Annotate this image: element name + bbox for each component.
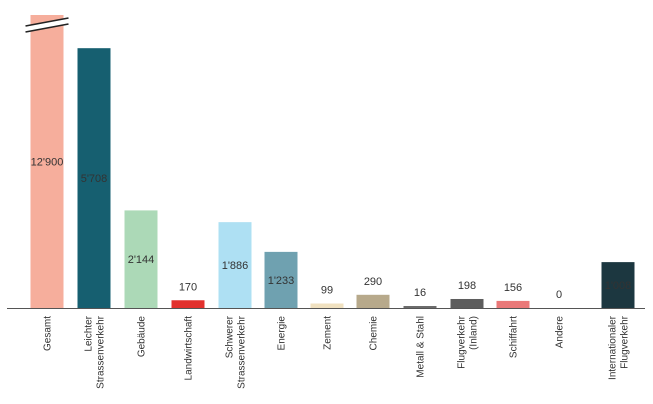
bar-7 xyxy=(356,294,390,308)
category-label-line: Zement xyxy=(323,316,334,350)
axis-break-mark xyxy=(25,17,69,33)
category-label-9: Flugverkehr(Inland) xyxy=(457,315,480,368)
category-label-line: Strassenverkehr xyxy=(96,315,107,388)
category-label-line: Schwerer xyxy=(225,315,236,358)
category-label-line: Andere xyxy=(555,316,566,349)
bar-10 xyxy=(496,300,530,308)
value-label-7: 290 xyxy=(364,276,382,288)
bars-group xyxy=(30,15,635,308)
value-label-0: 12'900 xyxy=(31,157,64,169)
value-label-1: 5'708 xyxy=(81,173,108,185)
bar-9 xyxy=(450,298,484,308)
category-label-5: Energie xyxy=(277,316,288,351)
category-label-6: Zement xyxy=(323,316,334,350)
category-label-10: Schiffahrt xyxy=(509,316,520,358)
category-label-0: Gesamt xyxy=(43,316,54,351)
break-line-bottom xyxy=(25,23,69,33)
category-label-line: Metall & Stahl xyxy=(416,316,427,378)
bar-4 xyxy=(218,222,252,308)
category-label-line: Landwirtschaft xyxy=(184,316,195,381)
bar-1 xyxy=(77,48,111,308)
bar-3 xyxy=(171,300,205,308)
category-label-7: Chemie xyxy=(369,316,380,351)
category-label-4: SchwererStrassenverkehr xyxy=(225,315,248,388)
bar-6 xyxy=(310,303,344,308)
category-label-line: Flugverkehr xyxy=(457,315,468,368)
value-label-4: 1'886 xyxy=(222,260,249,272)
category-label-line: Internationaler xyxy=(608,315,619,380)
category-label-line: (Inland) xyxy=(469,316,480,350)
category-label-line: Chemie xyxy=(369,316,380,351)
value-label-5: 1'233 xyxy=(268,275,295,287)
value-label-11: 0 xyxy=(556,289,562,301)
break-gap xyxy=(25,18,69,32)
bar-8 xyxy=(403,306,437,308)
category-label-8: Metall & Stahl xyxy=(416,316,427,378)
value-label-12: 1'008 xyxy=(605,280,632,292)
category-label-12: InternationalerFlugverkehr xyxy=(608,315,631,380)
value-label-2: 2'144 xyxy=(128,254,155,266)
bar-2 xyxy=(124,210,158,308)
bar-0 xyxy=(30,15,64,308)
category-label-line: Gesamt xyxy=(43,316,54,351)
value-labels-group: 12'900 5'708 2'144 170 1'886 1'233 99 290 16 198 1… xyxy=(31,157,632,302)
category-label-1: LeichterStrassenverkehr xyxy=(84,315,107,388)
value-label-8: 16 xyxy=(414,287,426,299)
bar-5 xyxy=(264,251,298,308)
category-label-line: Gebäude xyxy=(137,316,148,358)
category-label-11: Andere xyxy=(555,316,566,349)
value-label-10: 156 xyxy=(504,282,522,294)
category-labels-group: Gesamt LeichterStrassenverkehr Gebäude Land… xyxy=(43,315,631,388)
value-label-9: 198 xyxy=(458,280,476,292)
value-label-3: 170 xyxy=(179,281,197,293)
value-label-6: 99 xyxy=(321,284,333,296)
category-label-line: Schiffahrt xyxy=(509,316,520,358)
category-label-line: Flugverkehr xyxy=(620,315,631,368)
break-line-top xyxy=(25,17,69,27)
category-label-line: Leichter xyxy=(84,315,95,351)
category-label-line: Strassenverkehr xyxy=(237,315,248,388)
category-label-line: Energie xyxy=(277,316,288,351)
category-label-2: Gebäude xyxy=(137,316,148,358)
bar-12 xyxy=(601,262,635,308)
category-label-3: Landwirtschaft xyxy=(184,316,195,381)
